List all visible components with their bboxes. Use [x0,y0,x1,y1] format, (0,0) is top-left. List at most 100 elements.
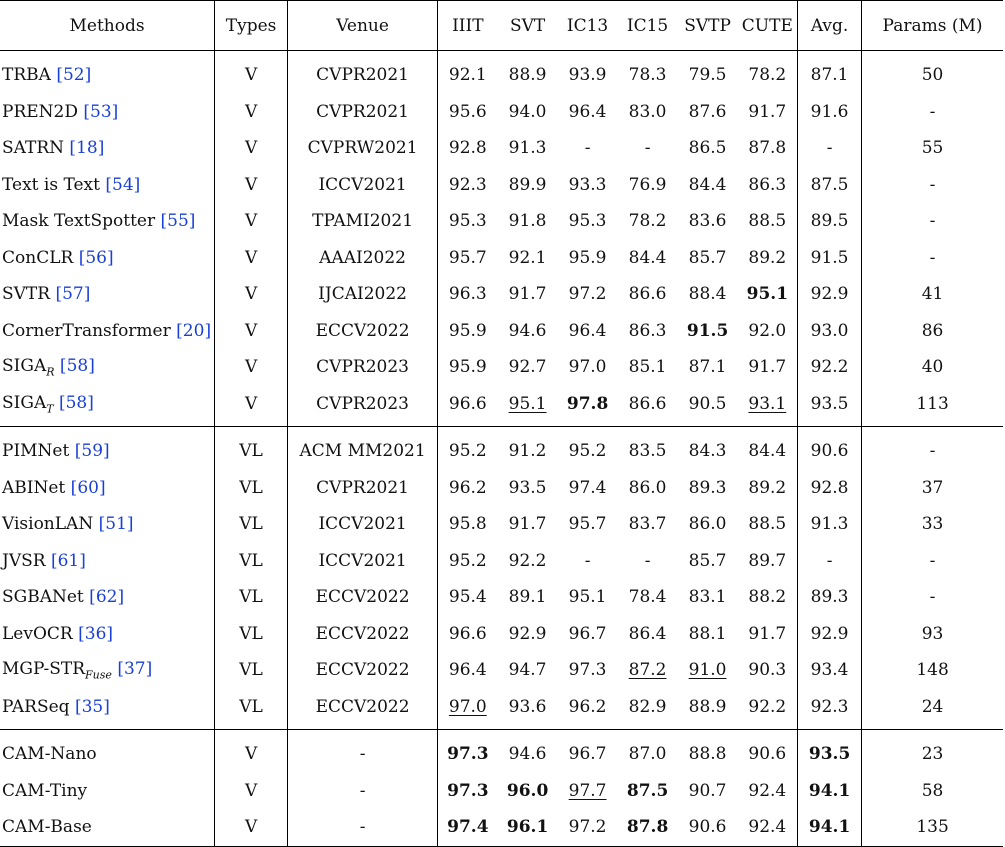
citation-link[interactable]: [53] [83,101,119,122]
avg-cell: 94.1 [797,809,863,846]
method-cell: SVTR [57] [0,276,216,313]
svtp-cell: 90.5 [677,385,738,427]
method-name: LevOCR [2,623,73,644]
citation-number[interactable]: 52 [62,65,85,86]
svtp-value: 85.7 [688,550,727,571]
citation-number[interactable]: 51 [105,514,127,535]
svtp-cell: 88.8 [678,730,738,773]
cute-value: 86.3 [748,174,787,195]
citation-link[interactable]: [60] [70,477,106,498]
cute-value: 89.2 [748,477,787,498]
avg-value: 92.8 [810,477,849,498]
iiit-cell: 97.3 [438,773,498,810]
type-cell: V [214,130,289,167]
citation-link[interactable]: [59] [74,441,110,462]
venue-cell: ICCV2021 [287,542,439,579]
svtp-cell: 84.4 [678,167,738,204]
citation-number[interactable]: 53 [90,101,112,122]
ic13-cell: 96.2 [557,688,618,730]
iiit-value: 96.6 [448,623,487,644]
cute-value: 90.3 [748,660,787,681]
cute-cell: 93.1 [737,385,799,427]
cute-value: 92.4 [748,780,787,801]
method-cell: CAM-Tiny [0,772,216,809]
iiit-value: 95.7 [448,247,487,268]
svtp-cell: 86.5 [678,130,738,167]
svt-value: 91.2 [508,441,547,462]
header-svt: SVT [497,0,558,51]
citation-link[interactable]: [61] [50,550,86,571]
citation-number[interactable]: 20 [182,320,205,341]
venue-cell: ICCV2021 [287,506,439,543]
citation-number[interactable]: 56 [85,247,107,268]
citation-number[interactable]: 62 [95,587,118,608]
type-cell: V [214,239,289,276]
ic15-value: 76.9 [628,174,667,195]
citation-link[interactable]: [52] [56,65,92,86]
header-methods: Methods [0,0,216,51]
citation-number[interactable]: 36 [84,623,107,644]
cute-value: 91.7 [748,101,787,122]
ic13-cell: 97.7 [558,773,618,810]
svtp-value: 87.6 [688,101,727,122]
svt-cell: 92.1 [498,240,558,277]
svt-cell: 96.0 [498,773,558,810]
ic15-cell: 87.0 [618,730,678,773]
avg-value: 93.5 [810,393,849,414]
citation-number[interactable]: 57 [62,284,84,305]
method-cell: PIMNet [59] [0,426,216,470]
params-value: - [929,441,936,462]
svt-cell: 93.5 [498,470,558,507]
citation-link[interactable]: [35] [74,696,110,717]
svtp-value: 84.3 [688,441,727,462]
iiit-cell: 96.3 [438,276,498,313]
citation-link[interactable]: [18] [69,138,105,159]
ic15-cell: 87.5 [618,773,678,810]
citation-number[interactable]: 59 [81,441,104,462]
iiit-value: 96.6 [448,393,487,414]
citation-link[interactable]: [55] [160,211,196,232]
ic15-cell: 86.6 [618,276,678,313]
cute-cell: 92.4 [737,809,799,846]
citation-link[interactable]: [58] [58,392,94,413]
ic13-value: 95.1 [568,587,607,608]
params-cell: 40 [862,349,1003,386]
citation-link[interactable]: [20] [176,320,212,341]
citation-number[interactable]: 58 [66,356,89,377]
citation-number[interactable]: 58 [65,392,88,413]
ic15-value: 78.3 [628,65,667,86]
citation-link[interactable]: [57] [55,284,91,305]
svt-cell: 96.1 [498,809,558,846]
ic15-cell: 85.1 [618,349,678,386]
ic13-value: 95.2 [568,441,607,462]
ic13-value: 97.8 [566,393,609,414]
svtp-value: 87.1 [688,357,727,378]
iiit-cell: 95.7 [438,240,498,277]
citation-number[interactable]: 60 [77,477,99,498]
citation-number[interactable]: 55 [167,211,189,232]
citation-link[interactable]: [54] [105,174,141,195]
avg-value: 87.1 [810,65,849,86]
citation-number[interactable]: 18 [76,138,98,159]
citation-link[interactable]: [62] [89,587,125,608]
citation-link[interactable]: [37] [117,659,153,680]
params-cell: - [862,427,1003,470]
citation-number[interactable]: 37 [123,659,146,680]
citation-number[interactable]: 61 [57,550,80,571]
method-cell: Text is Text [54] [0,166,216,203]
citation-link[interactable]: [36] [78,623,114,644]
ic13-value: 96.7 [568,623,607,644]
iiit-value: 95.9 [448,357,487,378]
citation-number[interactable]: 35 [81,696,104,717]
citation-link[interactable]: [58] [59,356,95,377]
ic15-cell: 86.0 [618,470,678,507]
venue-cell: CVPR2021 [287,93,439,130]
citation-number[interactable]: 54 [112,174,134,195]
iiit-value: 96.3 [448,284,487,305]
citation-link[interactable]: [56] [78,247,114,268]
iiit-cell: 95.2 [438,543,498,580]
citation-link[interactable]: [51] [98,514,134,535]
table-row: CAM-Tiny V -97.3 96.0 97.7 87.5 90.7 92.4 94.1 58 [0,772,1003,810]
ic13-value: 97.2 [568,817,607,838]
cute-value: 91.7 [748,623,787,644]
